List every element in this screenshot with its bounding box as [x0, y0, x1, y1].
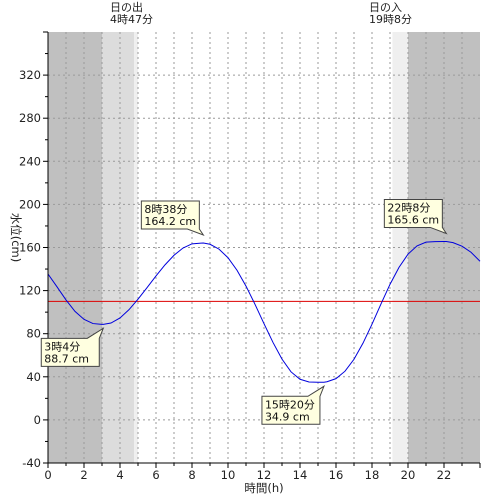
x-tick-label: 6: [152, 468, 159, 482]
tide-series: [47, 240, 481, 383]
callout-time: 22時8分: [387, 201, 430, 214]
y-axis-label: 水位(cm): [9, 213, 23, 263]
callout-time: 8時38分: [144, 203, 187, 216]
x-tick-label: 10: [221, 468, 236, 482]
x-tick-label: 8: [188, 468, 195, 482]
x-tick-label: 4: [116, 468, 123, 482]
y-tick-label: 80: [26, 327, 41, 341]
sunrise-time: 4時47分: [110, 13, 153, 26]
axis-labels: 時間(h) 水位(cm): [9, 213, 284, 495]
y-tick-label: 0: [34, 413, 41, 427]
x-tick-label: 2: [80, 468, 87, 482]
sunrise-label: 日の出: [110, 0, 143, 14]
y-tick-label: 160: [19, 241, 41, 255]
y-tick-label: 200: [19, 197, 41, 211]
x-tick-label: 18: [365, 468, 380, 482]
y-tick-label: -40: [22, 456, 41, 470]
y-tick-label: 320: [19, 68, 41, 82]
x-tick-label: 20: [401, 468, 416, 482]
callout-value: 165.6 cm: [387, 213, 439, 226]
sunset-label: 日の入: [369, 1, 402, 14]
callout-value: 164.2 cm: [144, 215, 196, 228]
dawn-band: [134, 32, 138, 463]
callout-time: 3時4分: [44, 340, 80, 353]
axes: [43, 31, 481, 468]
tick-labels: 0 2 4 6 8 10 12 14 16 18 20 22-40040801201602002402…: [19, 68, 451, 482]
callout-value: 34.9 cm: [265, 410, 310, 423]
sunset-time: 19時8分: [369, 13, 412, 26]
grid: [48, 32, 480, 463]
y-tick-label: 240: [19, 154, 41, 168]
sun-labels: 日の出 4時47分 日の入 19時8分: [110, 0, 412, 26]
callout-box: [383, 198, 448, 235]
callout-box: [140, 200, 205, 236]
callout-box: [261, 385, 325, 425]
x-tick-label: 12: [257, 468, 272, 482]
x-axis-label: 時間(h): [244, 481, 283, 495]
dusk-band: [392, 32, 408, 463]
tide-line: [47, 240, 481, 383]
x-tick-label: 0: [44, 468, 51, 482]
x-tick-label: 14: [293, 468, 308, 482]
y-tick-label: 280: [19, 111, 41, 125]
callout-time: 15時20分: [265, 398, 315, 411]
x-tick-label: 22: [437, 468, 452, 482]
y-tick-label: 120: [19, 284, 41, 298]
y-tick-label: 40: [26, 370, 41, 384]
x-tick-label: 16: [329, 468, 344, 482]
callout-box: [40, 327, 105, 367]
callout-value: 88.7 cm: [44, 352, 89, 365]
